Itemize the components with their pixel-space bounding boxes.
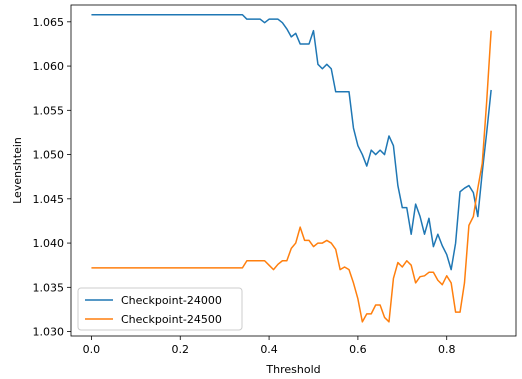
x-tick-label: 0.4 [260,343,278,356]
x-tick-label: 0.8 [438,343,456,356]
x-tick-label: 0.0 [83,343,101,356]
x-tick-label: 0.2 [172,343,190,356]
series-line-checkpoint-24000 [91,13,492,271]
y-tick-label: 1.060 [33,60,65,73]
y-tick-label: 1.065 [33,16,65,29]
y-axis: 1.030 1.035 1.040 1.045 1.050 1.055 1.060 1.065 [33,16,71,339]
y-tick-label: 1.040 [33,237,65,250]
y-tick-label: 1.030 [33,326,65,339]
y-axis-label: Levenshtein [11,137,24,204]
series-layer [91,13,492,323]
series-line-checkpoint-24500 [91,30,492,323]
x-axis: 0.0 0.2 0.4 0.6 0.8 [83,336,456,356]
y-tick-label: 1.035 [33,281,65,294]
legend-label-checkpoint-24500: Checkpoint-24500 [121,313,222,326]
x-axis-label: Threshold [265,363,320,376]
legend: Checkpoint-24000 Checkpoint-24500 [77,287,243,331]
y-tick-label: 1.050 [33,149,65,162]
x-tick-label: 0.6 [349,343,367,356]
legend-label-checkpoint-24000: Checkpoint-24000 [121,294,222,307]
legend-box [77,287,243,331]
y-tick-label: 1.045 [33,193,65,206]
y-tick-label: 1.055 [33,104,65,117]
plot-frame [70,4,517,337]
